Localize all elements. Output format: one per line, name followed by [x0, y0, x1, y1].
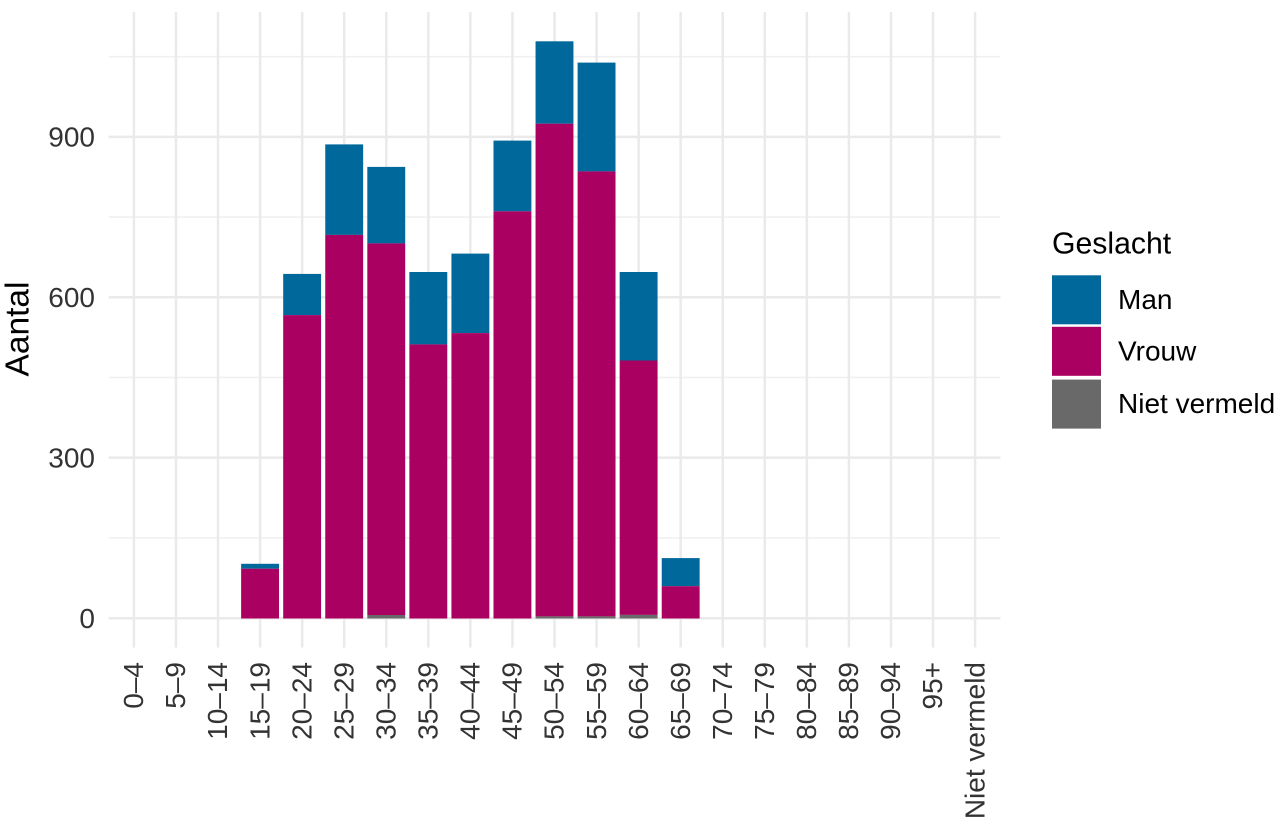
svg-text:90–94: 90–94 [875, 662, 906, 740]
svg-text:Vrouw: Vrouw [1118, 335, 1197, 366]
svg-text:95+: 95+ [917, 662, 948, 710]
svg-text:55–59: 55–59 [581, 662, 612, 740]
svg-text:30–34: 30–34 [370, 662, 401, 740]
svg-text:0: 0 [79, 603, 95, 634]
svg-text:20–24: 20–24 [286, 662, 317, 740]
svg-text:50–54: 50–54 [539, 662, 570, 740]
svg-text:0–4: 0–4 [118, 662, 149, 709]
svg-text:35–39: 35–39 [413, 662, 444, 740]
svg-text:60–64: 60–64 [623, 662, 654, 740]
svg-text:15–19: 15–19 [244, 662, 275, 740]
svg-text:Geslacht: Geslacht [1052, 228, 1172, 261]
svg-text:Niet vermeld: Niet vermeld [1118, 388, 1275, 419]
svg-text:Man: Man [1118, 284, 1172, 315]
svg-text:80–84: 80–84 [791, 662, 822, 740]
svg-text:5–9: 5–9 [160, 662, 191, 709]
svg-text:Aantal: Aantal [0, 282, 37, 377]
svg-text:25–29: 25–29 [328, 662, 359, 740]
svg-text:Niet vermeld: Niet vermeld [959, 662, 990, 819]
svg-text:70–74: 70–74 [707, 662, 738, 740]
svg-text:10–14: 10–14 [202, 662, 233, 740]
svg-text:300: 300 [48, 442, 95, 473]
svg-text:85–89: 85–89 [833, 662, 864, 740]
svg-text:45–49: 45–49 [497, 662, 528, 740]
svg-text:900: 900 [48, 122, 95, 153]
svg-text:75–79: 75–79 [749, 662, 780, 740]
svg-text:65–69: 65–69 [665, 662, 696, 740]
svg-text:600: 600 [48, 282, 95, 313]
svg-text:40–44: 40–44 [455, 662, 486, 740]
